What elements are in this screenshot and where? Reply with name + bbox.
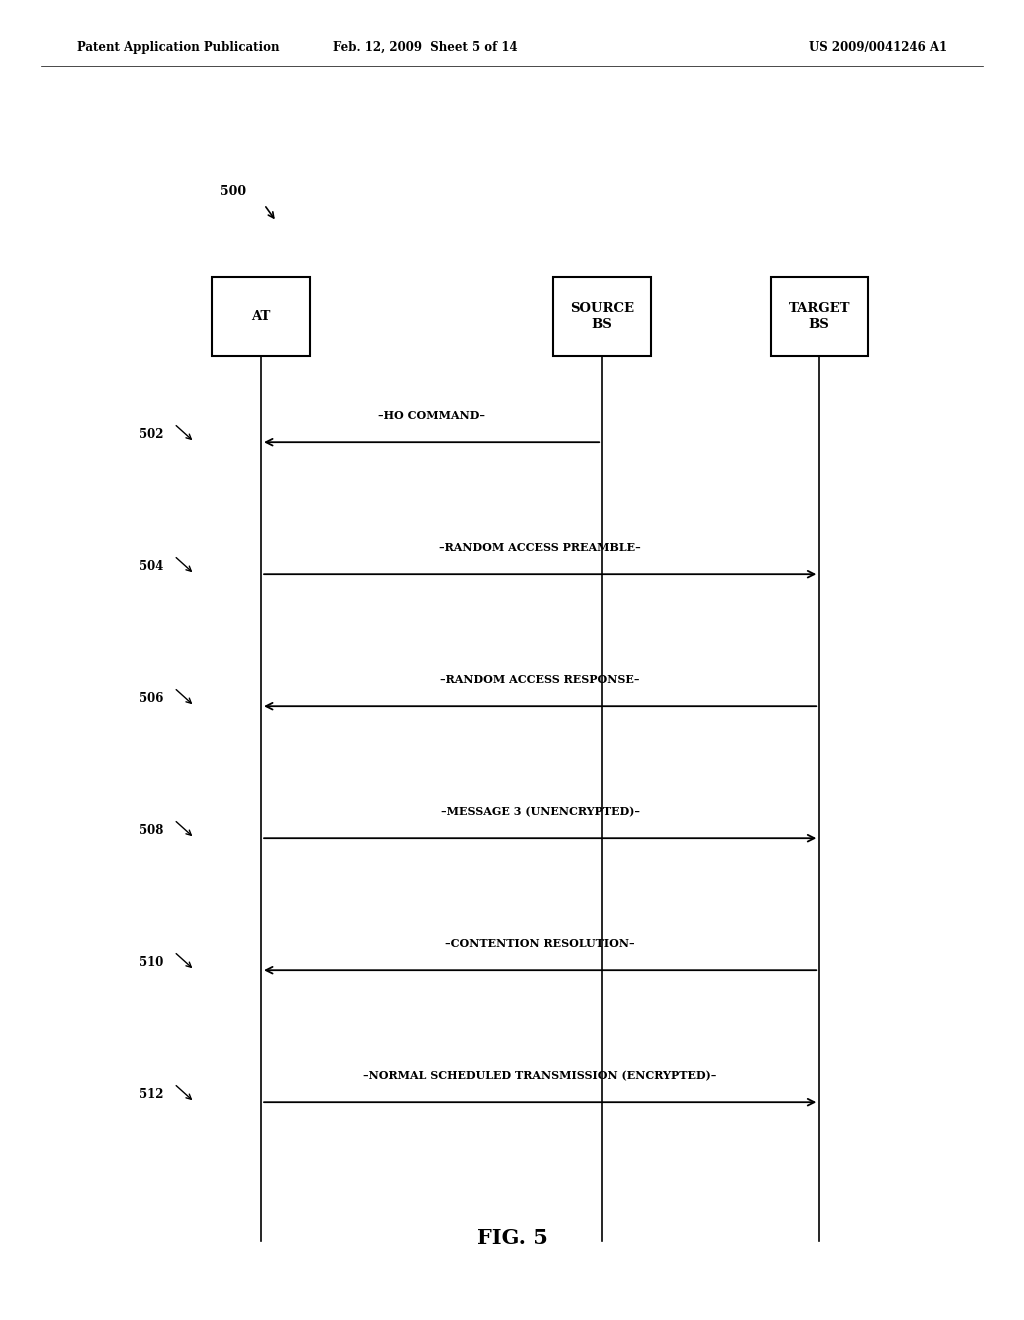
Text: –CONTENTION RESOLUTION–: –CONTENTION RESOLUTION– bbox=[445, 939, 635, 949]
Text: 508: 508 bbox=[139, 824, 164, 837]
Text: 506: 506 bbox=[139, 692, 164, 705]
Text: –NORMAL SCHEDULED TRANSMISSION (ENCRYPTED)–: –NORMAL SCHEDULED TRANSMISSION (ENCRYPTE… bbox=[364, 1071, 717, 1081]
Text: –HO COMMAND–: –HO COMMAND– bbox=[378, 411, 485, 421]
Text: Patent Application Publication: Patent Application Publication bbox=[77, 41, 280, 54]
Text: 512: 512 bbox=[139, 1088, 164, 1101]
Text: FIG. 5: FIG. 5 bbox=[476, 1228, 548, 1249]
Text: –MESSAGE 3 (UNENCRYPTED)–: –MESSAGE 3 (UNENCRYPTED)– bbox=[440, 807, 640, 817]
Text: 502: 502 bbox=[139, 428, 164, 441]
Text: 504: 504 bbox=[139, 560, 164, 573]
Text: –RANDOM ACCESS RESPONSE–: –RANDOM ACCESS RESPONSE– bbox=[440, 675, 640, 685]
Text: TARGET
BS: TARGET BS bbox=[788, 302, 850, 331]
Bar bbox=[553, 277, 651, 356]
Text: 500: 500 bbox=[219, 185, 246, 198]
Text: US 2009/0041246 A1: US 2009/0041246 A1 bbox=[809, 41, 947, 54]
Bar bbox=[213, 277, 309, 356]
Text: 510: 510 bbox=[139, 956, 164, 969]
Text: SOURCE
BS: SOURCE BS bbox=[570, 302, 634, 331]
Bar bbox=[771, 277, 868, 356]
Text: AT: AT bbox=[252, 310, 270, 323]
Text: –RANDOM ACCESS PREAMBLE–: –RANDOM ACCESS PREAMBLE– bbox=[439, 543, 641, 553]
Text: Feb. 12, 2009  Sheet 5 of 14: Feb. 12, 2009 Sheet 5 of 14 bbox=[333, 41, 517, 54]
